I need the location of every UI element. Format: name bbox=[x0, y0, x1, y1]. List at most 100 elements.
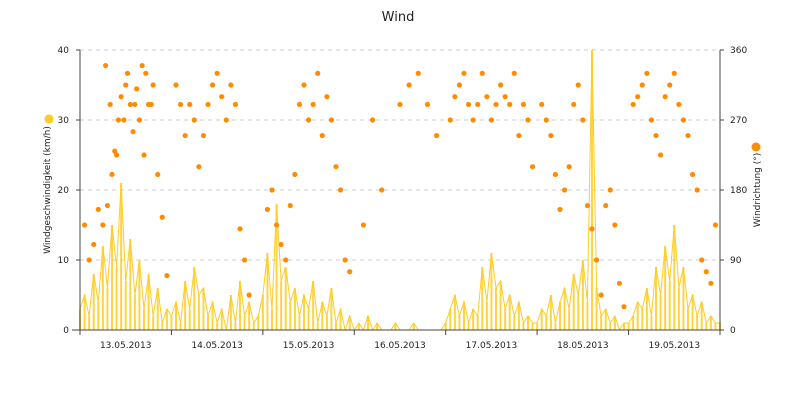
direction-point-82 bbox=[484, 94, 490, 100]
direction-point-94 bbox=[543, 117, 549, 123]
direction-point-26 bbox=[121, 117, 127, 123]
direction-point-2 bbox=[91, 241, 97, 248]
direction-point-35 bbox=[196, 164, 202, 170]
right-tick-label-0: 0 bbox=[730, 326, 736, 336]
direction-point-1 bbox=[86, 257, 92, 263]
direction-point-101 bbox=[575, 82, 581, 88]
direction-point-73 bbox=[433, 132, 440, 139]
direction-point-77 bbox=[461, 70, 467, 76]
direction-point-100 bbox=[571, 101, 577, 108]
x-tick-label-4: 17.05.2013 bbox=[466, 341, 518, 351]
direction-point-70 bbox=[406, 82, 412, 88]
direction-point-3 bbox=[95, 206, 101, 213]
direction-point-58 bbox=[315, 70, 321, 76]
direction-point-60 bbox=[324, 94, 330, 100]
direction-point-42 bbox=[228, 82, 234, 88]
direction-point-14 bbox=[132, 101, 138, 108]
direction-point-105 bbox=[593, 257, 600, 263]
direction-point-37 bbox=[205, 101, 211, 108]
direction-point-121 bbox=[671, 70, 677, 76]
direction-point-130 bbox=[712, 222, 719, 228]
direction-point-124 bbox=[685, 132, 691, 139]
direction-point-32 bbox=[182, 132, 188, 139]
direction-point-91 bbox=[525, 117, 531, 123]
direction-point-34 bbox=[191, 117, 197, 123]
x-axis-ticks: 13.05.2013 14.05.2013 15.05.2013 16.05.2013… bbox=[79, 330, 721, 351]
direction-point-10 bbox=[123, 82, 129, 88]
direction-point-44 bbox=[237, 226, 243, 232]
left-tick-label-2: 20 bbox=[58, 186, 70, 196]
direction-point-54 bbox=[296, 101, 303, 108]
direction-point-29 bbox=[103, 62, 109, 69]
direction-point-49 bbox=[273, 222, 280, 228]
x-tick-label-0: 13.05.2013 bbox=[100, 341, 152, 351]
direction-point-68 bbox=[379, 187, 385, 193]
x-tick-label-5: 18.05.2013 bbox=[557, 341, 609, 351]
direction-point-5 bbox=[104, 202, 111, 209]
direction-point-85 bbox=[497, 82, 504, 88]
direction-point-38 bbox=[209, 82, 216, 88]
direction-point-99 bbox=[566, 164, 572, 170]
direction-point-86 bbox=[502, 94, 508, 100]
right-tick-label-1: 90 bbox=[730, 256, 742, 266]
grid-lines bbox=[80, 49, 720, 261]
direction-point-22 bbox=[150, 82, 156, 88]
left-tick-label-0: 0 bbox=[63, 326, 69, 336]
direction-point-129 bbox=[708, 280, 714, 286]
direction-point-71 bbox=[415, 70, 421, 76]
direction-point-9 bbox=[118, 94, 124, 100]
direction-point-48 bbox=[269, 187, 275, 193]
direction-point-27 bbox=[113, 152, 120, 158]
direction-point-116 bbox=[648, 117, 655, 123]
direction-point-78 bbox=[465, 101, 472, 108]
direction-point-80 bbox=[475, 101, 481, 108]
direction-point-15 bbox=[134, 86, 140, 92]
direction-point-118 bbox=[657, 152, 664, 158]
direction-point-0 bbox=[81, 222, 88, 228]
direction-point-62 bbox=[333, 164, 339, 170]
direction-point-125 bbox=[689, 171, 696, 178]
direction-point-56 bbox=[305, 117, 312, 123]
direction-point-30 bbox=[173, 82, 179, 88]
right-tick-label-2: 180 bbox=[730, 186, 747, 196]
direction-point-76 bbox=[456, 82, 463, 88]
direction-point-92 bbox=[529, 164, 536, 170]
direction-point-12 bbox=[127, 101, 133, 108]
chart-title: Wind bbox=[382, 10, 415, 25]
right-axis-ticks: 0 90 180 270 360 bbox=[720, 46, 747, 336]
direction-point-112 bbox=[630, 101, 636, 108]
direction-point-11 bbox=[124, 70, 131, 76]
direction-point-6 bbox=[109, 171, 115, 178]
direction-point-45 bbox=[241, 257, 248, 263]
direction-point-50 bbox=[278, 241, 284, 248]
direction-point-21 bbox=[148, 101, 154, 108]
direction-legend-marker bbox=[751, 142, 761, 152]
direction-point-51 bbox=[283, 257, 289, 263]
direction-point-103 bbox=[584, 202, 591, 209]
direction-point-93 bbox=[539, 101, 545, 108]
direction-point-119 bbox=[662, 94, 668, 100]
direction-point-109 bbox=[612, 222, 618, 228]
direction-point-41 bbox=[223, 117, 229, 123]
direction-point-95 bbox=[548, 132, 554, 139]
direction-point-8 bbox=[115, 117, 121, 123]
direction-point-24 bbox=[159, 214, 165, 220]
x-tick-label-1: 14.05.2013 bbox=[191, 341, 243, 351]
direction-point-120 bbox=[667, 82, 673, 88]
direction-point-46 bbox=[246, 292, 252, 298]
direction-point-111 bbox=[621, 304, 627, 310]
direction-point-126 bbox=[694, 187, 700, 193]
x-tick-label-3: 16.05.2013 bbox=[374, 341, 426, 351]
direction-point-89 bbox=[516, 132, 522, 139]
right-tick-label-4: 360 bbox=[730, 46, 747, 56]
direction-point-90 bbox=[520, 101, 527, 108]
direction-point-96 bbox=[552, 171, 559, 178]
direction-point-63 bbox=[337, 187, 344, 193]
left-axis-ticks: 0 10 20 30 40 bbox=[58, 46, 80, 336]
direction-point-104 bbox=[589, 226, 595, 232]
direction-point-123 bbox=[680, 117, 687, 123]
speed-legend-marker bbox=[44, 114, 54, 124]
direction-point-117 bbox=[653, 132, 659, 139]
direction-point-115 bbox=[644, 70, 650, 76]
